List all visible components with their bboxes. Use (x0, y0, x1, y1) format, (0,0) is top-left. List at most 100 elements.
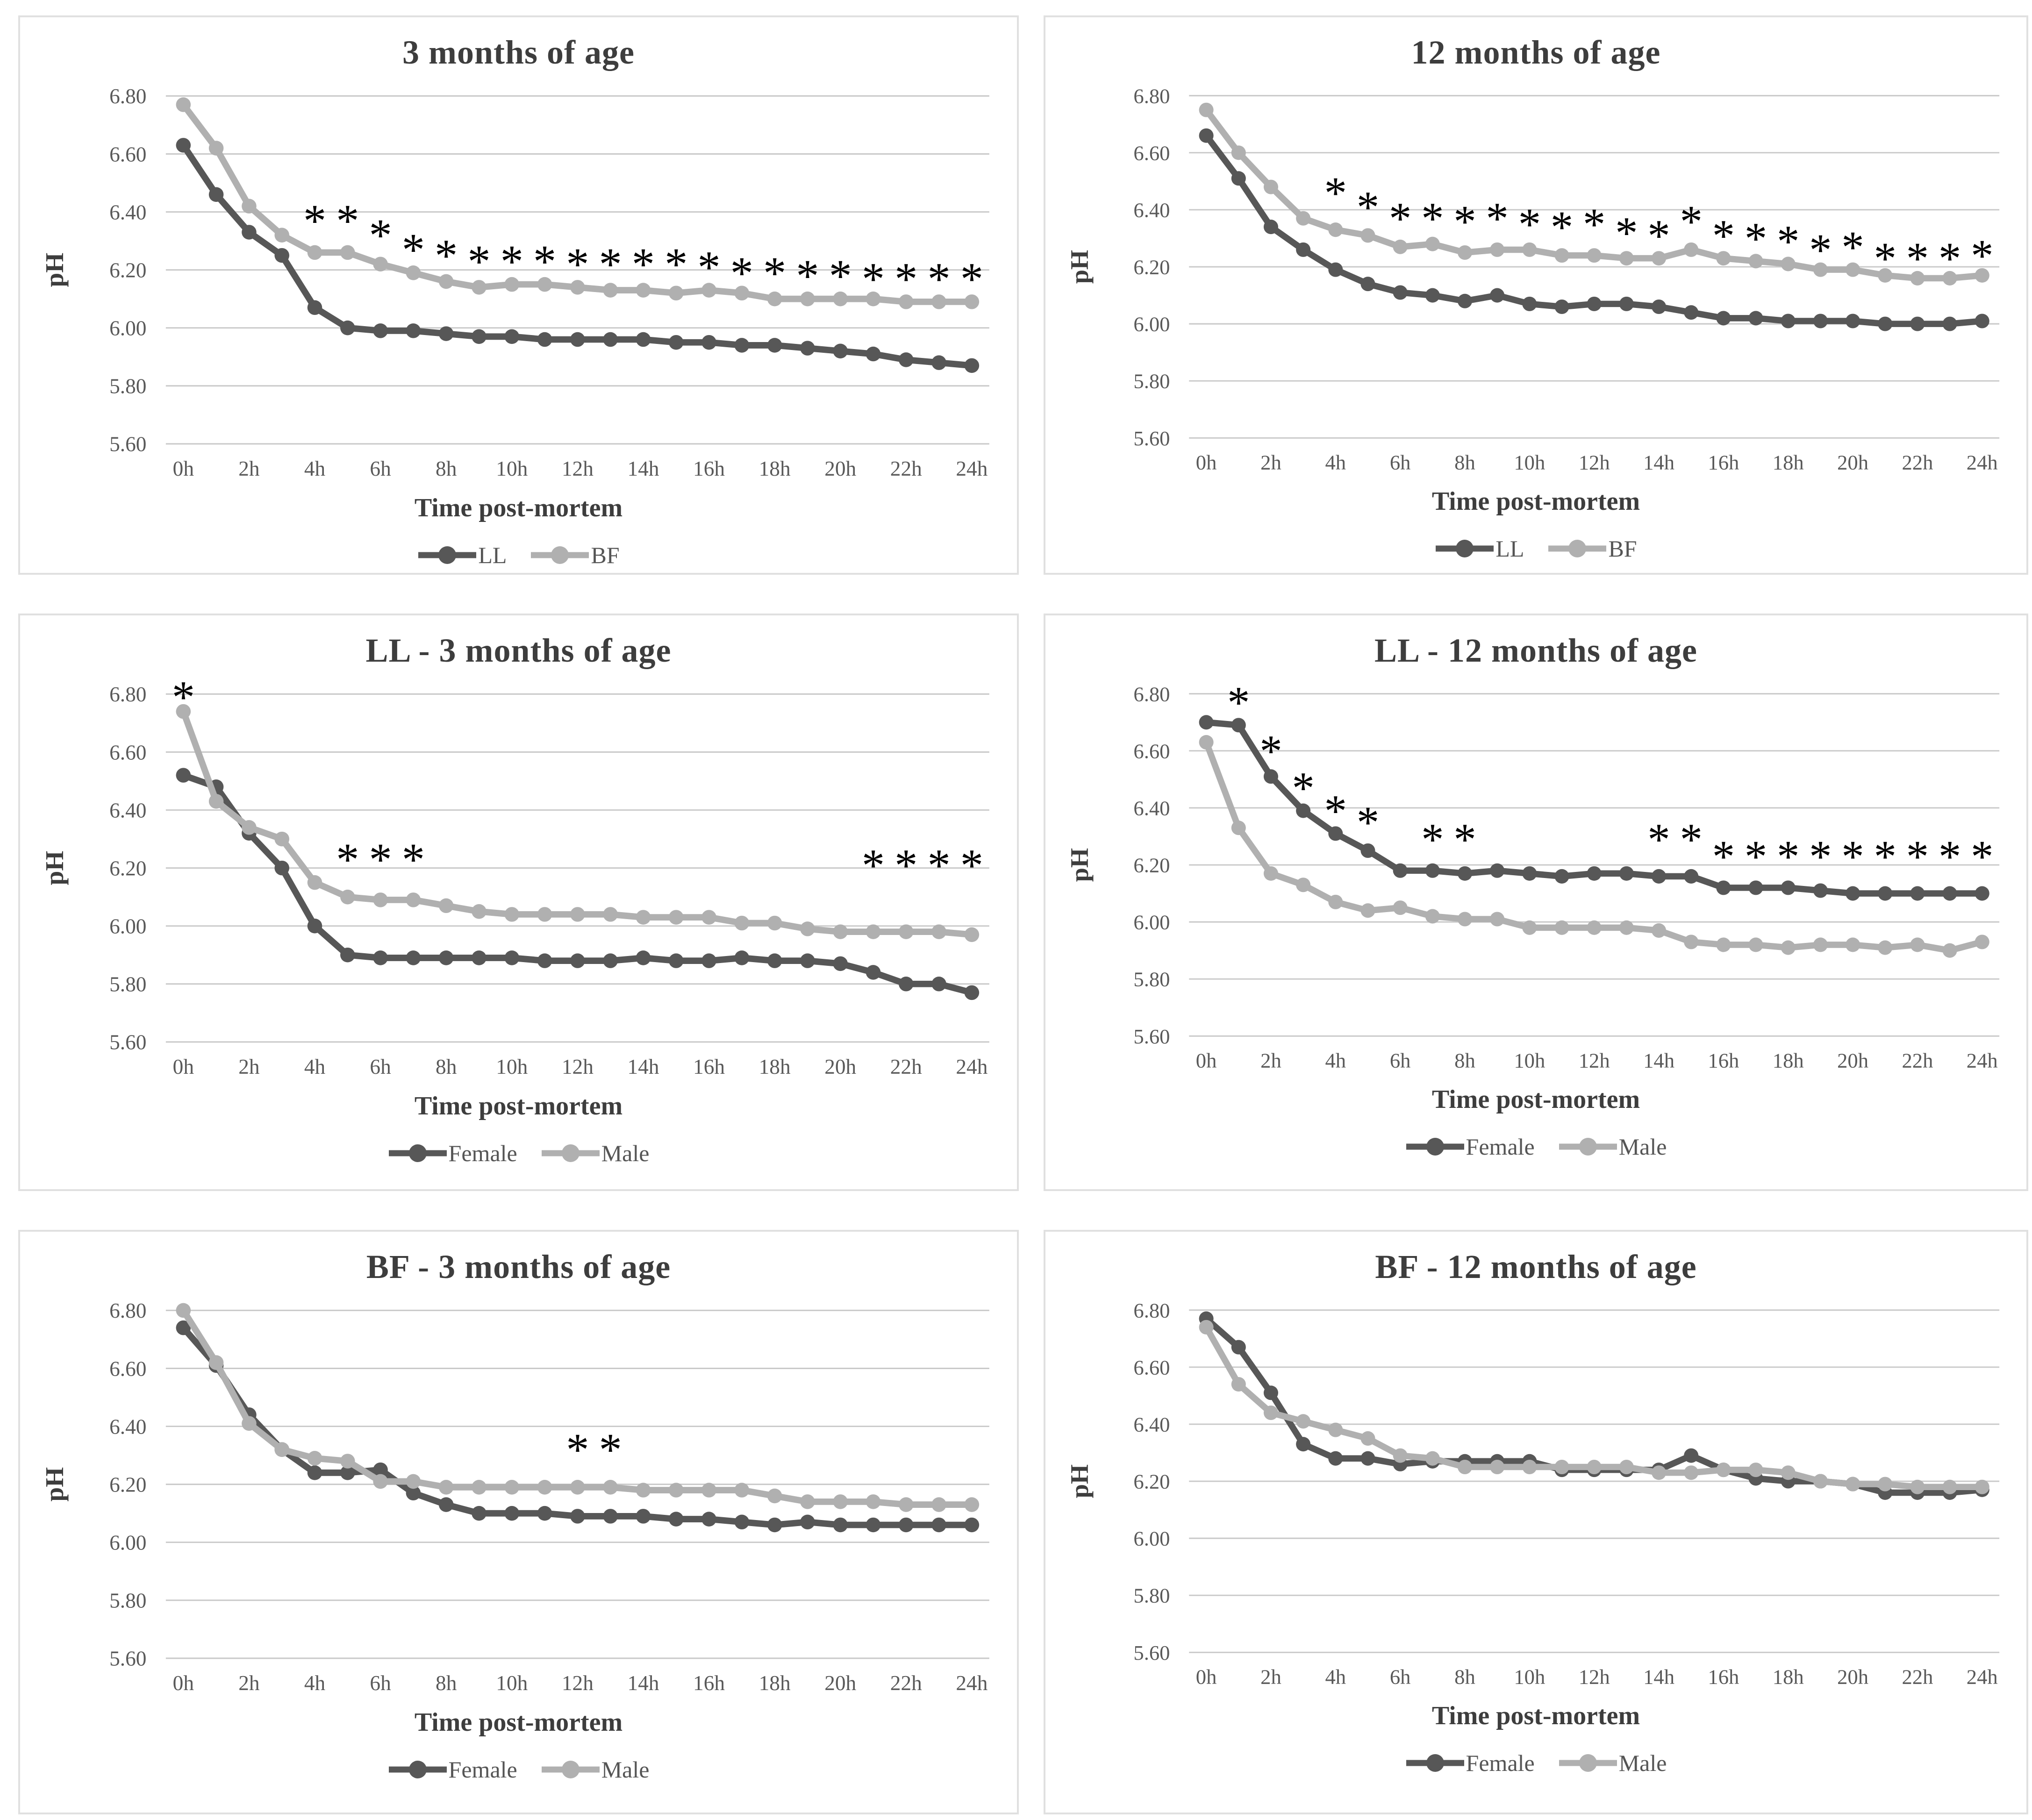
svg-text:8h: 8h (1454, 1665, 1475, 1688)
svg-text:20h: 20h (1837, 1665, 1868, 1688)
svg-text:6.20: 6.20 (1133, 256, 1170, 279)
svg-text:10h: 10h (496, 457, 528, 480)
svg-text:24h: 24h (956, 457, 988, 480)
svg-text:*: * (1357, 182, 1380, 232)
legend-label: Female (448, 1756, 517, 1783)
svg-text:6.60: 6.60 (1133, 141, 1170, 164)
svg-text:*: * (1453, 814, 1476, 864)
svg-text:*: * (1971, 231, 1994, 281)
svg-text:6.40: 6.40 (1133, 198, 1170, 221)
svg-text:6.80: 6.80 (1133, 682, 1170, 706)
panel-12-months-of-age: 12 months of age 6.80 6.60 6.40 6.20 6.00 5.8… (1044, 15, 2028, 575)
svg-text:22h: 22h (1902, 1049, 1933, 1072)
svg-text:6.80: 6.80 (1133, 1299, 1170, 1322)
svg-text:*: * (1939, 234, 1961, 284)
svg-text:pH: pH (40, 851, 69, 885)
svg-text:*: * (1324, 786, 1347, 836)
svg-text:*: * (599, 239, 622, 290)
legend-line-marker-icon (388, 1144, 447, 1163)
line-chart: 6.80 6.60 6.40 6.20 6.00 5.80 5.60 0h 2h 4h 6h 8h 10… (40, 1299, 990, 1695)
svg-text:5.80: 5.80 (109, 375, 146, 398)
svg-text:*: * (501, 236, 523, 287)
svg-text:6h: 6h (370, 1671, 392, 1695)
svg-text:*: * (862, 840, 885, 891)
svg-text:10h: 10h (1514, 450, 1545, 474)
svg-text:24h: 24h (956, 1671, 988, 1695)
svg-text:pH: pH (1066, 250, 1094, 284)
svg-text:*: * (763, 248, 786, 299)
svg-text:12h: 12h (1579, 1049, 1610, 1072)
svg-text:*: * (1906, 234, 1929, 284)
panel-bf-12-months-of-age: BF - 12 months of age 6.80 6.60 6.40 6.20 6.… (1044, 1230, 2028, 1814)
svg-text:20h: 20h (1837, 450, 1868, 474)
line-chart: 6.80 6.60 6.40 6.20 6.00 5.80 5.60 0h 2h 4h 6h 8h 10… (1066, 1299, 2000, 1688)
legend-label: Female (1466, 1134, 1535, 1160)
svg-text:6.80: 6.80 (109, 85, 146, 108)
chart-title: BF - 12 months of age (1375, 1248, 1697, 1285)
svg-text:5.60: 5.60 (1133, 427, 1170, 450)
svg-text:20h: 20h (825, 457, 857, 480)
svg-text:20h: 20h (825, 1055, 857, 1078)
svg-text:16h: 16h (693, 1671, 725, 1695)
svg-text:6.40: 6.40 (1133, 796, 1170, 820)
svg-text:*: * (632, 239, 655, 290)
svg-text:*: * (1971, 832, 1994, 882)
chart-title: 12 months of age (1411, 34, 1661, 71)
legend-line-marker-icon (1406, 1138, 1464, 1156)
svg-text:18h: 18h (759, 1055, 791, 1078)
legend-line-marker-icon (388, 1761, 447, 1779)
svg-text:8h: 8h (1454, 450, 1475, 474)
svg-text:*: * (1453, 196, 1476, 246)
legend-label: BF (1608, 535, 1637, 562)
svg-text:6h: 6h (370, 457, 392, 480)
svg-text:5.60: 5.60 (109, 1647, 146, 1670)
legend-item-female: Female (388, 1140, 517, 1167)
svg-text:22h: 22h (890, 1055, 922, 1078)
chart-title: 3 months of age (402, 34, 635, 71)
legend-label: LL (478, 542, 507, 569)
svg-text:24h: 24h (1967, 1049, 1998, 1072)
svg-text:20h: 20h (825, 1671, 857, 1695)
svg-text:14h: 14h (628, 1671, 659, 1695)
chart-title: LL - 12 months of age (1374, 632, 1698, 669)
svg-text:6.00: 6.00 (109, 914, 146, 938)
svg-text:2h: 2h (239, 1671, 260, 1695)
svg-text:4h: 4h (304, 457, 326, 480)
svg-text:18h: 18h (759, 1671, 791, 1695)
svg-text:5.60: 5.60 (1133, 1025, 1170, 1048)
svg-text:*: * (730, 248, 753, 299)
svg-text:*: * (862, 254, 885, 305)
svg-text:*: * (1906, 832, 1929, 882)
svg-text:*: * (665, 239, 687, 290)
svg-text:5.80: 5.80 (109, 1589, 146, 1613)
svg-text:10h: 10h (1514, 1665, 1545, 1688)
svg-text:22h: 22h (890, 457, 922, 480)
svg-text:6.00: 6.00 (1133, 1527, 1170, 1550)
svg-text:*: * (1680, 196, 1703, 246)
legend-item-bf: BF (530, 542, 620, 569)
svg-text:*: * (369, 210, 392, 261)
svg-text:*: * (1712, 832, 1735, 882)
legend-line-marker-icon (541, 1144, 600, 1163)
svg-text:*: * (172, 675, 195, 723)
svg-text:*: * (435, 230, 458, 281)
svg-text:5.80: 5.80 (1133, 370, 1170, 393)
svg-text:*: * (599, 1425, 622, 1476)
svg-text:5.60: 5.60 (109, 1031, 146, 1054)
svg-text:*: * (402, 225, 425, 276)
svg-text:10h: 10h (496, 1671, 528, 1695)
legend-item-female: Female (388, 1756, 517, 1783)
svg-text:0h: 0h (1196, 1665, 1217, 1688)
svg-text:*: * (1809, 832, 1832, 882)
svg-text:8h: 8h (1454, 1049, 1475, 1072)
svg-text:*: * (829, 251, 852, 302)
line-chart: 6.80 6.60 6.40 6.20 6.00 5.80 5.60 0h 2h 4h 6h 8h 10… (40, 675, 990, 1078)
svg-text:*: * (1841, 222, 1864, 272)
legend: Female Male (388, 1140, 649, 1167)
svg-text:14h: 14h (628, 457, 659, 480)
panel-bf-3-months-of-age: BF - 3 months of age 6.80 6.60 6.40 6.20 6.0… (18, 1230, 1019, 1814)
svg-text:*: * (1874, 234, 1896, 284)
svg-text:0h: 0h (173, 1671, 194, 1695)
svg-text:*: * (336, 196, 359, 247)
